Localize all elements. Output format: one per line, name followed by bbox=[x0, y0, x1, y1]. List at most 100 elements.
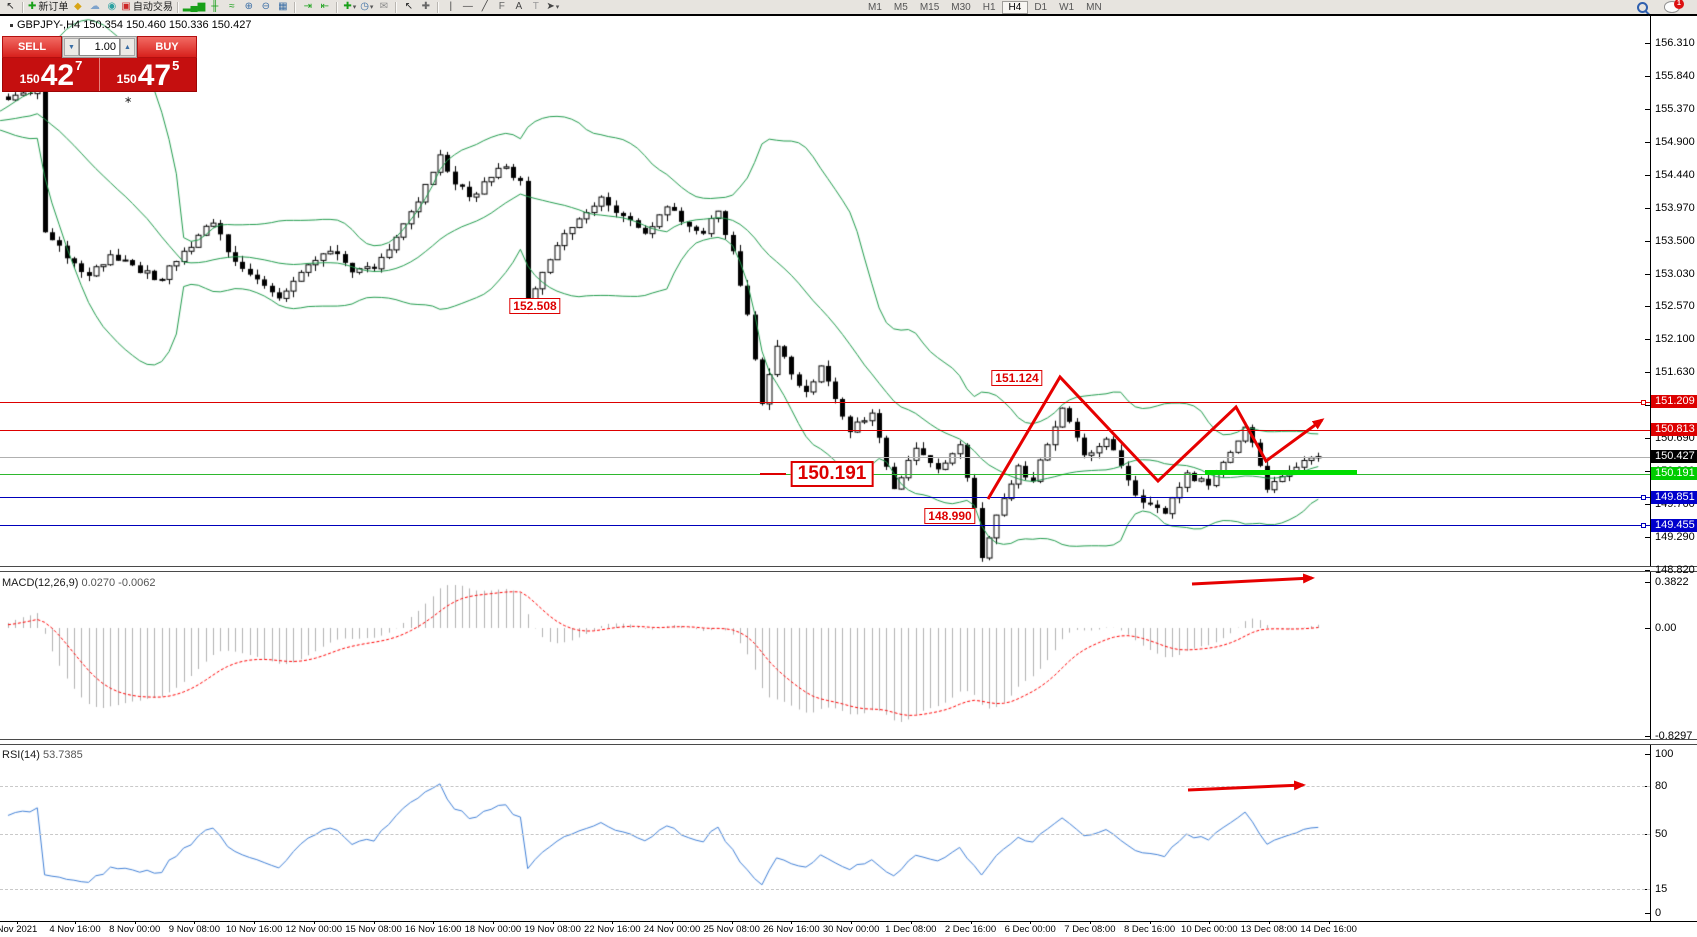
timeframe-mn-button[interactable]: MN bbox=[1086, 1, 1102, 13]
trendline-tool-button[interactable]: ╱ bbox=[477, 1, 492, 14]
vertical-line-tool-button[interactable]: | bbox=[443, 1, 458, 14]
timeframe-h4-button[interactable]: H4 bbox=[1001, 0, 1029, 14]
chevron-down-icon: ▾ bbox=[369, 3, 374, 11]
sell-button[interactable]: SELL bbox=[2, 36, 62, 58]
time-axis-label: 1 Dec 08:00 bbox=[885, 924, 937, 935]
sell-price-display[interactable]: 150 42 7 bbox=[3, 58, 99, 91]
timeframe-m30-button[interactable]: M30 bbox=[951, 1, 971, 13]
rsi-axis-label: 80 bbox=[1655, 779, 1668, 792]
timeframe-d1-button[interactable]: D1 bbox=[1034, 1, 1048, 13]
buy-price-display[interactable]: 150 47 5 bbox=[100, 58, 196, 91]
rsi-panel-separator[interactable] bbox=[0, 739, 1697, 745]
buy-button[interactable]: BUY bbox=[137, 36, 197, 58]
toolbar-right: 1 bbox=[1634, 0, 1684, 14]
zoom-in-icon: ⊕ bbox=[244, 1, 253, 12]
line-handle-marker[interactable] bbox=[1641, 399, 1646, 405]
auto-scroll-button[interactable]: ⇥ bbox=[300, 1, 315, 14]
pointer-tool-button[interactable]: ↖ bbox=[401, 1, 416, 14]
arrows-tool-button[interactable]: ➤ ▾ bbox=[545, 1, 560, 14]
volume-input[interactable] bbox=[79, 38, 120, 56]
price-axis-tick bbox=[1645, 109, 1650, 111]
autotrade-button[interactable]: ▣ 自动交易 bbox=[121, 1, 172, 14]
line-handle-marker[interactable] bbox=[1641, 495, 1646, 501]
rsi-level-gridline bbox=[0, 833, 1650, 835]
search-button[interactable] bbox=[1635, 1, 1650, 14]
price-axis-label: 149.290 bbox=[1655, 530, 1695, 543]
rsi-indicator-label: RSI(14) 53.7385 bbox=[2, 749, 83, 761]
timeframe-h1-button[interactable]: H1 bbox=[982, 1, 996, 13]
macd-axis-label: -0.8297 bbox=[1655, 730, 1693, 742]
price-level-line[interactable] bbox=[0, 497, 1650, 499]
macd-panel-separator[interactable] bbox=[0, 566, 1697, 572]
indicators-button[interactable]: ✚ ▾ bbox=[342, 1, 357, 14]
notifications-button[interactable]: 1 bbox=[1664, 0, 1684, 14]
price-level-line[interactable] bbox=[0, 525, 1650, 527]
timeframe-m5-button[interactable]: M5 bbox=[893, 1, 908, 13]
support-highlight-segment[interactable] bbox=[1205, 470, 1357, 475]
zoom-out-icon: ⊖ bbox=[261, 1, 270, 12]
label-tool-icon: T bbox=[532, 1, 539, 12]
chart-shift-button[interactable]: ⇤ bbox=[317, 1, 332, 14]
object-anchor-marker[interactable]: ∗ bbox=[124, 95, 133, 106]
price-level-line[interactable] bbox=[0, 429, 1650, 431]
signal-button[interactable]: ◉ bbox=[104, 1, 119, 14]
label-tool-button[interactable]: T bbox=[528, 1, 543, 14]
price-badge: 149.455 bbox=[1651, 518, 1697, 532]
time-axis-tick bbox=[492, 921, 494, 924]
horizontal-line-tool-button[interactable]: — bbox=[460, 1, 475, 14]
price-level-line[interactable] bbox=[0, 456, 1650, 458]
fibonacci-tool-button[interactable]: F bbox=[494, 1, 509, 14]
time-axis-tick bbox=[1269, 921, 1270, 924]
periods-button[interactable]: ◷ ▾ bbox=[359, 1, 374, 14]
price-axis-label: 152.100 bbox=[1655, 333, 1695, 346]
price-level-line[interactable] bbox=[0, 401, 1650, 403]
rsi-level-gridline bbox=[0, 785, 1650, 787]
time-axis-label: 19 Nov 08:00 bbox=[524, 924, 581, 935]
price-axis-tick bbox=[1645, 339, 1650, 341]
crosshair-tool-icon: ✚ bbox=[421, 1, 430, 12]
time-axis-label: 8 Dec 16:00 bbox=[1123, 924, 1176, 935]
price-callout-label[interactable]: 148.990 bbox=[924, 508, 976, 524]
periods-icon: ◷ bbox=[360, 1, 369, 12]
text-tool-button[interactable]: A bbox=[511, 1, 526, 14]
line-handle-marker[interactable] bbox=[1641, 523, 1646, 529]
cursor-button[interactable]: ↖ bbox=[3, 1, 18, 14]
toolbar-separator bbox=[176, 1, 179, 13]
macd-axis-tick bbox=[1645, 582, 1650, 583]
candlestick-mode-button[interactable]: ╫ bbox=[207, 1, 222, 14]
autotrade-label: 自动交易 bbox=[132, 1, 173, 13]
price-callout-label[interactable]: 150.191 bbox=[790, 461, 874, 487]
price-axis-tick bbox=[1645, 306, 1650, 308]
indicators-icon: ✚ bbox=[343, 1, 352, 12]
price-callout-label[interactable]: 151.124 bbox=[991, 370, 1043, 386]
trendline-tool-icon: ╱ bbox=[481, 1, 488, 12]
macd-indicator-label: MACD(12,26,9) 0.0270 -0.0062 bbox=[2, 577, 156, 589]
timeframe-w1-button[interactable]: W1 bbox=[1059, 1, 1075, 13]
bar-chart-mode-button[interactable]: ▂▄▆ bbox=[183, 1, 205, 14]
gold-button[interactable]: ◆ bbox=[70, 1, 85, 14]
time-axis-tick bbox=[851, 921, 853, 924]
cloud-button[interactable]: ☁ bbox=[87, 1, 102, 14]
price-callout-label[interactable]: 152.508 bbox=[509, 298, 561, 314]
vertical-line-tool-icon: | bbox=[449, 1, 453, 12]
timeframe-m15-button[interactable]: M15 bbox=[919, 1, 940, 13]
volume-decrease-button[interactable]: ▼ bbox=[64, 38, 79, 56]
price-axis-tick bbox=[1645, 569, 1650, 571]
text-tool-icon: A bbox=[515, 1, 523, 12]
mail-button[interactable]: ✉ bbox=[376, 1, 391, 14]
line-chart-mode-button[interactable]: ≈ bbox=[224, 1, 239, 14]
price-axis-tick bbox=[1645, 438, 1650, 440]
time-axis-tick bbox=[910, 921, 912, 924]
time-axis-tick bbox=[134, 921, 136, 924]
rsi-axis-label: 0 bbox=[1655, 907, 1662, 919]
zoom-in-button[interactable]: ⊕ bbox=[241, 1, 256, 14]
volume-increase-button[interactable]: ▲ bbox=[120, 38, 135, 56]
rsi-value: 53.7385 bbox=[42, 749, 83, 761]
timeframe-m1-button[interactable]: M1 bbox=[868, 1, 882, 13]
crosshair-tool-button[interactable]: ✚ bbox=[418, 1, 433, 14]
new-order-button[interactable]: ✚ 新订单 bbox=[28, 1, 68, 14]
tile-windows-button[interactable]: ▦ bbox=[275, 1, 290, 14]
price-badge: 150.427 bbox=[1651, 450, 1697, 464]
arrows-tool-icon: ➤ bbox=[546, 1, 555, 12]
zoom-out-button[interactable]: ⊖ bbox=[258, 1, 273, 14]
